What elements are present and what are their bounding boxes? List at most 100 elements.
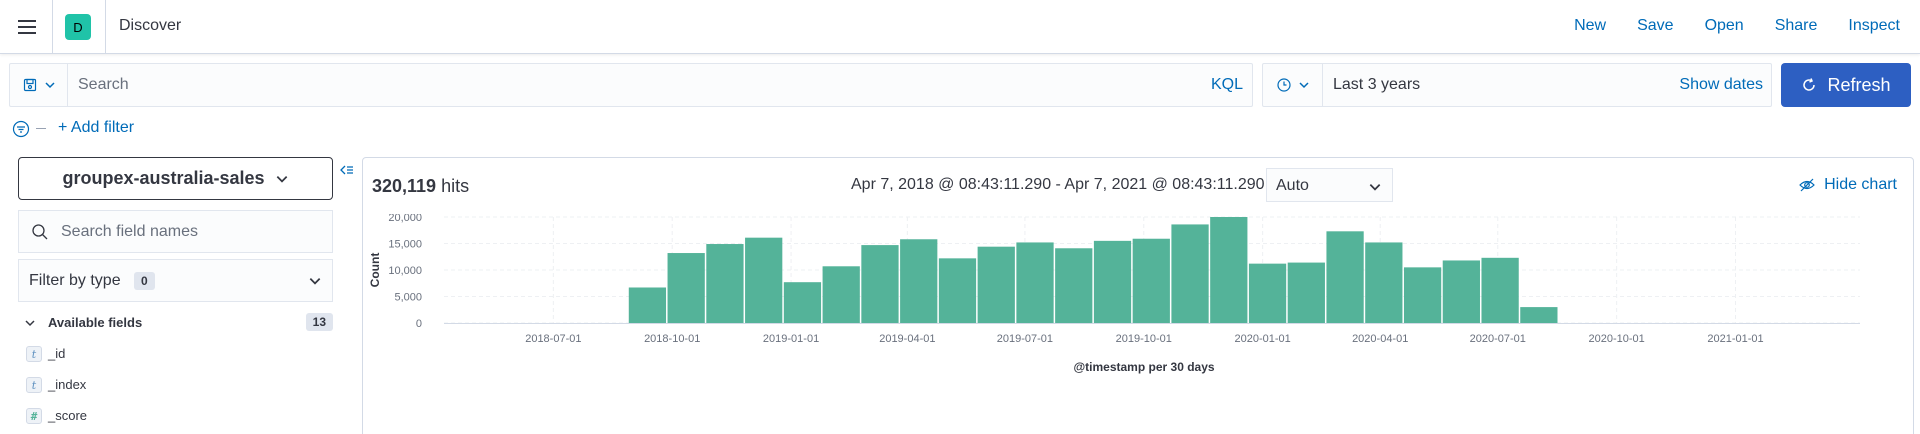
x-axis-title: @timestamp per 30 days	[1073, 360, 1214, 374]
hide-chart-label: Hide chart	[1824, 176, 1897, 193]
filter-by-type-label: Filter by type	[29, 272, 121, 289]
chevron-down-icon	[44, 82, 55, 89]
y-axis-title: Count	[368, 253, 382, 288]
filter-divider	[36, 128, 46, 129]
refresh-label: Refresh	[1827, 74, 1891, 95]
histogram-bar[interactable]	[1171, 224, 1209, 323]
saved-query-button[interactable]	[10, 64, 68, 106]
interval-select[interactable]: Auto	[1266, 168, 1393, 202]
histogram-bar[interactable]	[1442, 260, 1480, 323]
x-tick-label: 2019-04-01	[879, 333, 935, 345]
x-tick-label: 2018-10-01	[644, 333, 700, 345]
field-name: _id	[48, 346, 66, 361]
histogram-bar[interactable]	[1210, 217, 1248, 323]
chevron-down-icon	[276, 175, 287, 183]
x-tick-label: 2019-10-01	[1116, 333, 1172, 345]
histogram-bar[interactable]	[977, 246, 1015, 323]
available-fields-label: Available fields	[48, 315, 143, 330]
refresh-button[interactable]: Refresh	[1781, 63, 1911, 107]
hits-counter: 320,119 hits	[372, 176, 469, 197]
field-item[interactable]: t _id	[26, 345, 326, 365]
available-fields-toggle[interactable]: Available fields 13	[22, 313, 333, 333]
x-tick-label: 2018-07-01	[525, 333, 581, 345]
save-link[interactable]: Save	[1637, 17, 1674, 34]
histogram-bar[interactable]	[1287, 262, 1325, 323]
y-tick-label: 15,000	[388, 239, 422, 251]
number-type-icon: #	[26, 408, 42, 424]
x-tick-label: 2020-10-01	[1588, 333, 1644, 345]
menu-icon[interactable]	[14, 14, 40, 40]
field-name: _index	[48, 377, 87, 392]
hide-chart-button[interactable]: Hide chart	[1798, 176, 1897, 194]
index-pattern-label: groupex-australia-sales	[62, 168, 265, 188]
filter-by-type-button[interactable]: Filter by type 0	[18, 259, 333, 302]
histogram-bar[interactable]	[667, 253, 705, 323]
histogram-bar[interactable]	[745, 237, 783, 323]
save-icon	[23, 78, 36, 92]
add-filter-button[interactable]: + Add filter	[58, 119, 135, 136]
search-icon	[32, 224, 48, 240]
chevron-down-icon	[25, 320, 35, 327]
histogram-bar[interactable]	[1481, 257, 1519, 323]
histogram-bar[interactable]	[938, 258, 977, 323]
new-link[interactable]: New	[1574, 17, 1607, 34]
histogram-bar[interactable]	[861, 245, 899, 323]
header-divider	[52, 0, 53, 54]
x-tick-label: 2021-01-01	[1707, 333, 1763, 345]
histogram-bar[interactable]	[1248, 263, 1287, 323]
search-input[interactable]	[78, 74, 1178, 96]
refresh-icon	[1803, 78, 1816, 91]
inspect-link[interactable]: Inspect	[1848, 17, 1900, 34]
field-item[interactable]: t _index	[26, 376, 326, 396]
y-tick-label: 20,000	[388, 214, 422, 224]
x-tick-label: 2019-01-01	[763, 333, 819, 345]
time-range-text: Apr 7, 2018 @ 08:43:11.290 - Apr 7, 2021…	[851, 176, 1265, 193]
chevron-down-icon	[1369, 184, 1381, 191]
histogram-bar[interactable]	[900, 239, 938, 323]
y-tick-label: 10,000	[388, 265, 422, 277]
x-tick-label: 2019-07-01	[997, 333, 1053, 345]
share-link[interactable]: Share	[1774, 17, 1818, 34]
filter-count-badge: 0	[134, 272, 155, 290]
x-tick-label: 2020-01-01	[1234, 333, 1290, 345]
quick-date-menu-button[interactable]	[1263, 64, 1323, 106]
kql-language-toggle[interactable]: KQL	[1210, 76, 1243, 93]
filter-options-icon[interactable]	[12, 120, 30, 138]
field-search-input[interactable]	[61, 222, 321, 242]
histogram-bar[interactable]	[1016, 242, 1054, 323]
date-picker: Last 3 years Show dates	[1262, 63, 1772, 107]
hits-label: hits	[441, 176, 470, 196]
histogram-bar[interactable]	[1403, 267, 1442, 323]
field-name: _score	[48, 408, 88, 423]
space-avatar[interactable]: D	[65, 14, 91, 40]
string-type-icon: t	[26, 377, 42, 393]
histogram-bar[interactable]	[822, 266, 860, 323]
histogram-bar[interactable]	[1093, 240, 1132, 323]
top-nav: New Save Open Share Inspect	[1543, 17, 1900, 35]
histogram-bar[interactable]	[783, 282, 822, 323]
date-range-text[interactable]: Last 3 years	[1333, 76, 1421, 93]
histogram-bar[interactable]	[1326, 231, 1364, 323]
results-panel: 320,119 hits Apr 7, 2018 @ 08:43:11.290 …	[362, 157, 1914, 434]
clock-icon	[1276, 78, 1291, 92]
histogram-bar[interactable]	[1055, 248, 1093, 323]
histogram-bar[interactable]	[706, 244, 744, 323]
x-tick-label: 2020-04-01	[1352, 333, 1408, 345]
histogram-bar[interactable]	[628, 287, 667, 323]
histogram-bar[interactable]	[1132, 238, 1170, 323]
histogram-bar[interactable]	[1365, 242, 1403, 323]
y-tick-label: 5,000	[394, 292, 422, 304]
eye-closed-icon	[1799, 178, 1815, 192]
collapse-sidebar-icon[interactable]	[339, 162, 355, 178]
show-dates-link[interactable]: Show dates	[1679, 76, 1763, 93]
y-tick-label: 0	[416, 318, 422, 330]
top-header: D Discover New Save Open Share Inspect	[0, 0, 1920, 54]
hits-count: 320,119	[372, 176, 437, 196]
histogram-bar[interactable]	[1520, 307, 1558, 323]
open-link[interactable]: Open	[1704, 17, 1744, 34]
field-item[interactable]: # _score	[26, 407, 326, 427]
header-divider	[105, 0, 106, 54]
chevron-down-icon	[309, 278, 321, 285]
chevron-down-icon	[1298, 82, 1309, 89]
index-pattern-picker[interactable]: groupex-australia-sales	[18, 157, 333, 200]
